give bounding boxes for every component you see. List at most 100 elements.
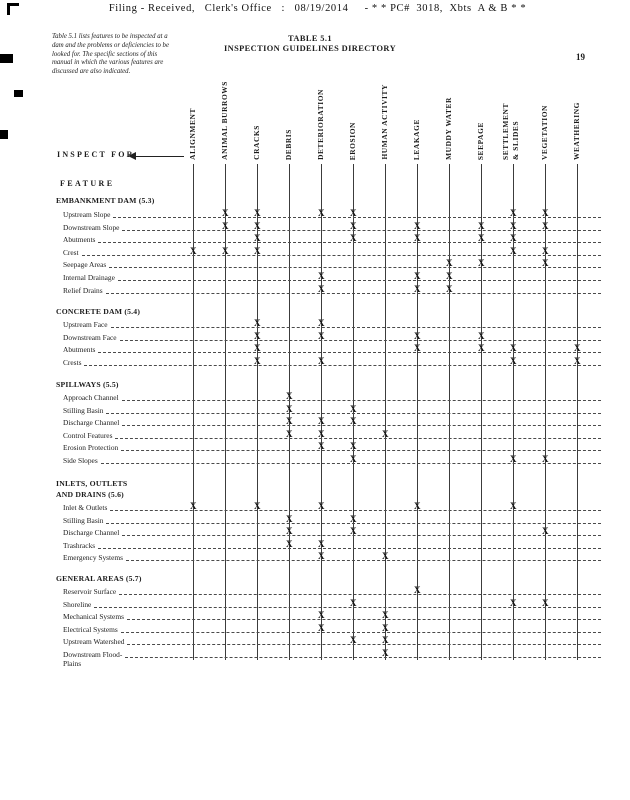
- grid-line-vegetation: [545, 164, 546, 660]
- feature-row-crests: Crests: [63, 358, 602, 368]
- feature-row-downstream-flood-plains: Downstream Flood- Plains: [63, 650, 602, 668]
- leader-line: [125, 650, 601, 658]
- x-mark: X: [510, 208, 517, 218]
- column-header-weathering: WEATHERING: [572, 101, 581, 160]
- x-mark: X: [510, 454, 517, 464]
- x-mark: X: [574, 343, 581, 354]
- x-mark: X: [478, 258, 485, 269]
- feature-row-seepage-areas: Seepage Areas: [63, 260, 602, 270]
- leader-line: [98, 345, 601, 354]
- table-title-line2: INSPECTION GUIDELINES DIRECTORY: [223, 43, 397, 53]
- x-mark: X: [542, 526, 549, 537]
- filing-stamp: Filing - Received, Clerk's Office : 08/1…: [108, 3, 527, 14]
- x-mark: X: [286, 391, 293, 401]
- feature-row-control-features: Control Features: [63, 431, 602, 441]
- feature-label-stilling-basin: Stilling Basin: [63, 515, 104, 525]
- leader-line: [106, 406, 601, 414]
- x-mark: X: [510, 597, 517, 608]
- leader-line: [113, 210, 601, 218]
- leader-line: [122, 223, 601, 231]
- x-mark: X: [542, 208, 549, 218]
- leader-line: [122, 528, 601, 537]
- x-mark: X: [510, 220, 517, 231]
- x-mark: X: [350, 635, 357, 646]
- x-mark: X: [318, 428, 325, 439]
- feature-label-upstream-face: Upstream Face: [63, 320, 108, 329]
- leader-line: [119, 333, 601, 341]
- x-mark: X: [254, 220, 261, 231]
- x-mark: X: [478, 220, 485, 231]
- grid-line-alignment: [193, 164, 194, 660]
- feature-row-crest: Crest: [63, 248, 602, 258]
- feature-label-upstream-watershed: Upstream Watershed: [63, 637, 125, 647]
- x-mark: X: [446, 258, 453, 269]
- column-header-debris: DEBRIS: [284, 128, 293, 160]
- table-title: TABLE 5.1 INSPECTION GUIDELINES DIRECTOR…: [180, 34, 440, 53]
- column-header-erosion: EROSION: [348, 121, 357, 160]
- inspect-for-label: INSPECT FOR: [57, 150, 135, 159]
- x-mark: X: [414, 343, 421, 354]
- x-mark: X: [350, 208, 357, 218]
- feature-row-relief-drains: Relief Drains: [63, 286, 602, 296]
- x-mark: X: [254, 208, 261, 218]
- feature-label-discharge-channel: Discharge Channel: [63, 418, 120, 428]
- x-mark: X: [414, 585, 421, 595]
- feature-label-crests: Crests: [63, 357, 82, 367]
- leader-line: [127, 637, 601, 646]
- feature-label-erosion-protection: Erosion Protection: [63, 443, 119, 453]
- column-header-leakage: LEAKAGE: [412, 118, 421, 160]
- x-mark: X: [318, 441, 325, 452]
- x-mark: X: [318, 355, 325, 366]
- feature-row-internal-drainage: Internal Drainage: [63, 273, 602, 283]
- x-mark: X: [318, 283, 325, 294]
- x-mark: X: [318, 501, 325, 511]
- x-mark: X: [318, 610, 325, 621]
- grid-line-human-activity: [385, 164, 386, 660]
- scan-artifact: [7, 3, 10, 15]
- leader-line: [121, 443, 601, 452]
- leader-line: [94, 600, 601, 608]
- feature-label-side-slopes: Side Slopes: [63, 456, 98, 465]
- x-mark: X: [318, 318, 325, 328]
- x-mark: X: [318, 208, 325, 218]
- x-mark: X: [318, 416, 325, 427]
- x-mark: X: [254, 501, 261, 511]
- x-mark: X: [510, 245, 517, 256]
- feature-label-seepage-areas: Seepage Areas: [63, 260, 107, 270]
- feature-label-discharge-channel: Discharge Channel: [63, 528, 120, 538]
- x-mark: X: [414, 220, 421, 231]
- grid-line-animal-burrows: [225, 164, 226, 660]
- column-header-deterioration: DETERIORATION: [316, 89, 325, 160]
- x-mark: X: [286, 538, 293, 549]
- x-mark: X: [446, 283, 453, 294]
- scan-artifact: [0, 130, 8, 139]
- leader-line: [81, 248, 601, 256]
- feature-label-downstream-face: Downstream Face: [63, 332, 117, 342]
- feature-row-mechanical-systems: Mechanical Systems: [63, 612, 602, 622]
- x-mark: X: [478, 330, 485, 341]
- section-title-concrete-dam-5-4: CONCRETE DAM (5.4): [56, 307, 141, 316]
- x-mark: X: [286, 513, 293, 524]
- x-mark: X: [478, 233, 485, 244]
- feature-label-abutments: Abutments: [63, 235, 96, 245]
- x-mark: X: [222, 220, 229, 231]
- feature-row-approach-channel: Approach Channel: [63, 393, 602, 403]
- x-mark: X: [350, 526, 357, 537]
- feature-row-inlet-outlets: Inlet & Outlets: [63, 503, 602, 513]
- intro-note: Table 5.1 lists features to be inspected…: [52, 33, 169, 76]
- x-mark: X: [286, 416, 293, 427]
- column-header-muddy-water: MUDDY WATER: [444, 97, 453, 160]
- feature-label-trashracks: Trashracks: [63, 540, 96, 550]
- section-title-inlets-outlets-and-drains-5-6: INLETS, OUTLETS AND DRAINS (5.6): [56, 479, 128, 499]
- grid-line-seepage: [481, 164, 482, 660]
- leader-line: [109, 260, 601, 269]
- feature-label-internal-drainage: Internal Drainage: [63, 273, 115, 282]
- scan-artifact: [7, 3, 19, 6]
- leader-line: [122, 418, 601, 427]
- x-mark: X: [318, 551, 325, 562]
- x-mark: X: [478, 343, 485, 354]
- x-mark: X: [542, 245, 549, 256]
- leader-line: [98, 541, 601, 549]
- x-mark: X: [254, 343, 261, 354]
- feature-row-reservoir-surface: Reservoir Surface: [63, 587, 602, 597]
